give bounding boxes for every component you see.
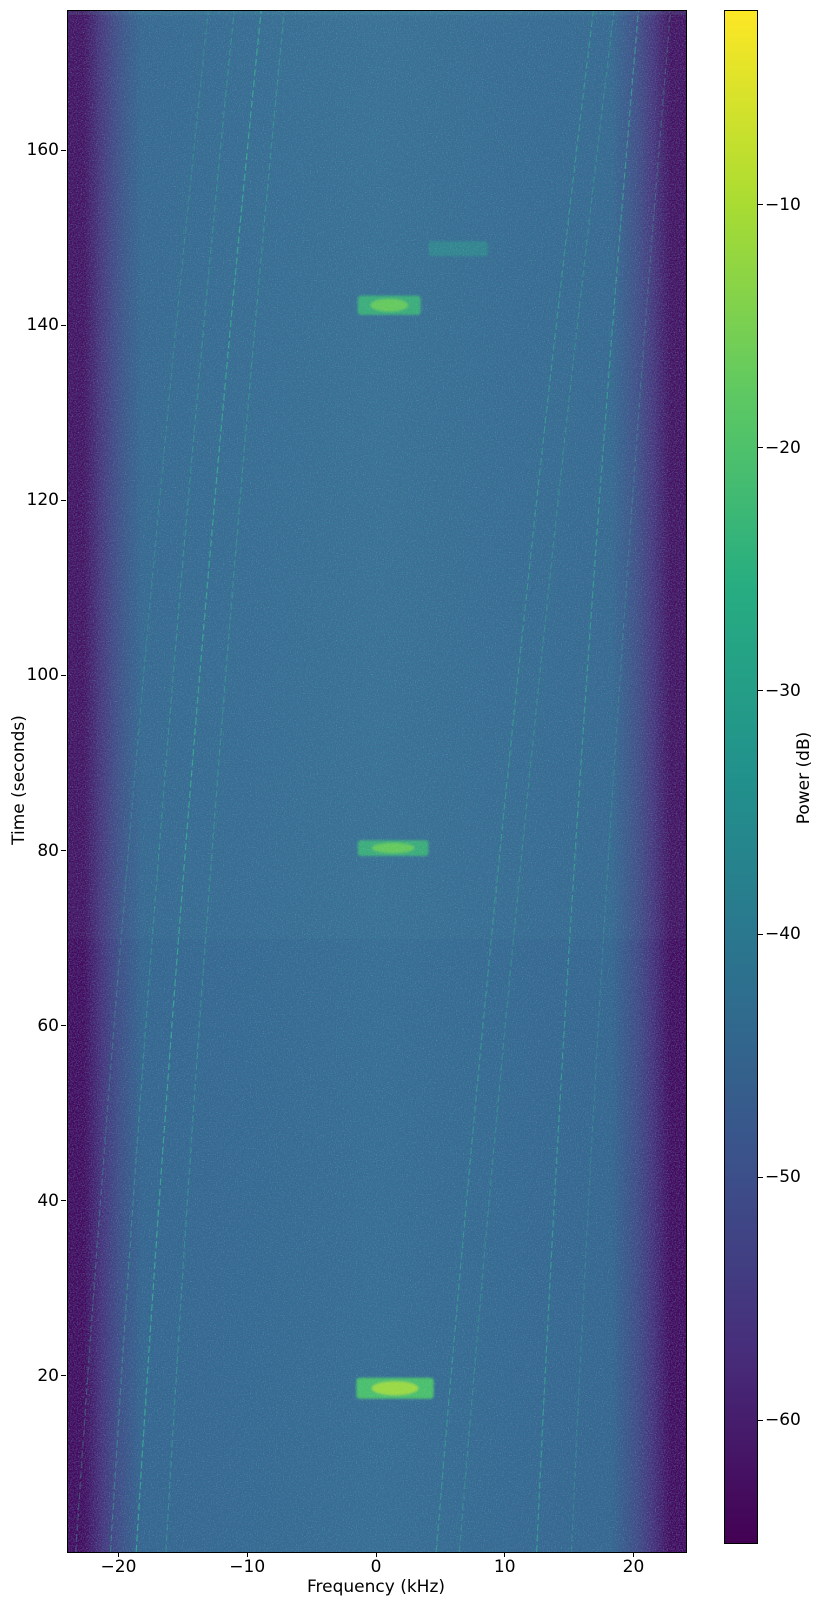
spectrogram-plot — [67, 10, 687, 1553]
colorbar-tick-label: −20 — [765, 437, 801, 458]
x-axis-label: Frequency (kHz) — [306, 1577, 446, 1597]
spectrogram-image — [68, 11, 686, 1552]
colorbar-tick-mark — [758, 447, 763, 449]
colorbar-tick-label: −10 — [765, 194, 801, 215]
noise-texture-light — [68, 11, 686, 1552]
colorbar-tick-mark — [758, 1176, 763, 1178]
colorbar-tick-label: −30 — [765, 680, 801, 701]
y-tick-mark — [61, 674, 66, 676]
y-tick-mark — [61, 149, 66, 151]
y-tick-label: 160 — [26, 140, 59, 161]
colorbar-label: Power (dB) — [794, 731, 814, 825]
colorbar-tick-mark — [758, 933, 763, 935]
y-tick-label: 120 — [26, 490, 59, 511]
y-tick-mark — [61, 850, 66, 852]
y-tick-label: 20 — [37, 1365, 59, 1386]
x-tick-label: −10 — [229, 1557, 266, 1577]
colorbar — [724, 10, 758, 1544]
y-tick-mark — [61, 499, 66, 501]
y-tick-label: 100 — [26, 665, 59, 686]
x-tick-label: 20 — [622, 1557, 645, 1577]
x-tick-label: 10 — [493, 1557, 516, 1577]
colorbar-tick-label: −60 — [765, 1410, 801, 1431]
y-tick-mark — [61, 1025, 66, 1027]
x-tick-label: −20 — [100, 1557, 137, 1577]
y-tick-label: 60 — [37, 1015, 59, 1036]
colorbar-tick-label: −50 — [765, 1167, 801, 1188]
y-tick-label: 80 — [37, 840, 59, 861]
y-tick-label: 140 — [26, 315, 59, 336]
x-tick-mark — [633, 1552, 634, 1557]
y-tick-mark — [61, 1200, 66, 1202]
colorbar-tick-mark — [758, 690, 763, 692]
x-tick-label: 0 — [370, 1557, 382, 1577]
x-tick-mark — [375, 1552, 377, 1557]
colorbar-tick-mark — [758, 204, 763, 206]
y-tick-mark — [61, 1375, 66, 1377]
colorbar-tick-label: −40 — [765, 924, 801, 945]
y-tick-mark — [61, 324, 66, 326]
colorbar-tick-mark — [758, 1419, 763, 1421]
x-tick-mark — [246, 1552, 248, 1557]
x-tick-mark — [118, 1552, 119, 1557]
x-tick-mark — [504, 1552, 506, 1557]
y-tick-label: 40 — [37, 1190, 59, 1211]
y-axis-label: Time (seconds) — [9, 715, 29, 845]
